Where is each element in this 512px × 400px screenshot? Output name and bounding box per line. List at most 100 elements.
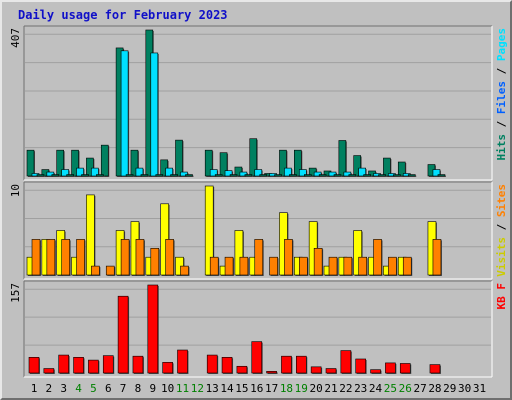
- legend-entry-4: Pages: [495, 28, 508, 61]
- bar-sites-day-21: [328, 256, 338, 276]
- bar-files-day-18: [284, 167, 292, 177]
- bar-sites-day-20: [313, 248, 323, 276]
- legend-entry-0: KB F: [495, 283, 508, 310]
- bar-pages-day-10: [170, 174, 178, 177]
- bar-files-day-13: [209, 169, 218, 177]
- bar-sites-day-2: [46, 239, 56, 276]
- legend-entry-0: Hits: [495, 134, 508, 161]
- bar-sites-day-8: [135, 239, 145, 276]
- bar-sites-day-3: [61, 239, 71, 276]
- bar-pages-day-9: [155, 174, 164, 177]
- bar-pages-day-23: [363, 174, 372, 177]
- bar-sites-day-16: [254, 239, 264, 276]
- bar-files-day-3: [61, 169, 70, 177]
- bar-kbf-day-23: [355, 358, 367, 374]
- bar-visits-day-15: [234, 230, 244, 276]
- bar-kbf-day-21: [325, 368, 337, 374]
- bar-visits-day-23: [353, 230, 363, 276]
- bar-files-day-9: [150, 52, 159, 177]
- bar-pages-day-22: [348, 174, 357, 177]
- bar-kbf-day-15: [236, 365, 248, 374]
- bar-pages-day-25: [393, 174, 401, 177]
- bar-kbf-day-25: [385, 362, 396, 374]
- bar-files-day-11: [180, 171, 188, 177]
- x-tick-label-day-19: 19: [295, 382, 308, 395]
- x-tick-label-day-9: 9: [149, 382, 156, 395]
- x-tick-label-day-5: 5: [90, 382, 97, 395]
- bar-files-day-5: [91, 167, 99, 177]
- bar-kbf-day-2: [43, 368, 55, 374]
- bar-kbf-day-10: [162, 362, 173, 374]
- bar-kbf-day-5: [88, 359, 99, 374]
- bar-kbf-day-1: [28, 357, 40, 374]
- bar-files-day-28: [432, 169, 441, 177]
- bar-kbf-day-9: [147, 284, 159, 374]
- bar-sites-day-25: [388, 256, 397, 276]
- x-tick-label-day-27: 27: [413, 382, 426, 395]
- bar-hits-day-6: [100, 144, 109, 177]
- bar-pages-day-16: [259, 174, 268, 177]
- bar-sites-day-4: [76, 239, 85, 276]
- x-tick-label-day-30: 30: [458, 382, 471, 395]
- bar-kbf-day-11: [177, 349, 188, 374]
- bar-hits-day-22: [338, 140, 347, 177]
- bar-visits-day-13: [204, 185, 214, 276]
- bar-kbf-day-22: [340, 350, 352, 374]
- bar-sites-day-6: [105, 265, 115, 276]
- bar-files-day-8: [135, 167, 144, 177]
- x-tick-label-day-22: 22: [339, 382, 352, 395]
- bar-hits-day-13: [204, 149, 213, 177]
- bar-kbf-day-6: [102, 355, 114, 374]
- bar-pages-day-3: [66, 174, 74, 177]
- bar-pages-day-8: [140, 174, 149, 177]
- x-tick-label-day-13: 13: [206, 382, 219, 395]
- bar-sites-day-23: [358, 256, 368, 276]
- x-tick-label-day-21: 21: [324, 382, 337, 395]
- x-tick-label-day-4: 4: [75, 382, 82, 395]
- x-tick-label-day-8: 8: [135, 382, 142, 395]
- bar-sites-day-11: [180, 265, 189, 276]
- bar-kbf-day-4: [73, 357, 84, 374]
- x-tick-label-day-23: 23: [354, 382, 367, 395]
- bar-files-day-23: [358, 167, 367, 177]
- bar-hits-day-23: [353, 155, 362, 177]
- bar-hits-day-3: [56, 149, 65, 177]
- bar-pages-day-2: [51, 174, 60, 177]
- bar-hits-day-18: [279, 149, 287, 177]
- bar-kbf-day-19: [295, 355, 307, 374]
- bar-hits-day-14: [219, 152, 228, 177]
- legend-entry-3: /: [495, 61, 508, 81]
- bar-files-day-21: [328, 171, 337, 177]
- x-tick-label-day-1: 1: [31, 382, 38, 395]
- bar-pages-day-28: [437, 174, 446, 177]
- bar-kbf-day-13: [206, 354, 218, 374]
- panel-hits-panel: [24, 26, 492, 180]
- bar-hits-day-19: [293, 149, 302, 177]
- bar-hits-day-16: [249, 138, 258, 177]
- bar-pages-day-14: [229, 174, 238, 177]
- bar-files-day-7: [120, 50, 129, 177]
- bar-pages-day-5: [96, 174, 104, 177]
- x-tick-label-day-25: 25: [384, 382, 397, 395]
- bar-sites-day-5: [91, 265, 100, 276]
- x-tick-label-day-17: 17: [265, 382, 278, 395]
- bar-pages-day-17: [274, 174, 282, 177]
- bar-files-day-15: [239, 171, 248, 177]
- x-tick-label-day-29: 29: [443, 382, 456, 395]
- bar-files-day-19: [298, 169, 307, 177]
- bar-files-day-10: [165, 167, 173, 177]
- bar-kbf-day-28: [429, 364, 441, 374]
- bar-kbf-day-24: [370, 369, 381, 374]
- legend-entry-1: /: [495, 114, 508, 134]
- bar-pages-day-21: [333, 174, 342, 177]
- bar-hits-day-15: [234, 166, 243, 177]
- bar-files-day-14: [224, 170, 233, 177]
- x-tick-label-day-18: 18: [280, 382, 293, 395]
- bar-kbf-day-20: [310, 366, 322, 374]
- bar-sites-day-13: [209, 256, 219, 276]
- bar-pages-day-4: [81, 174, 89, 177]
- bar-pages-day-1: [36, 174, 45, 177]
- bar-sites-day-26: [402, 256, 412, 276]
- bar-sites-day-18: [284, 239, 293, 276]
